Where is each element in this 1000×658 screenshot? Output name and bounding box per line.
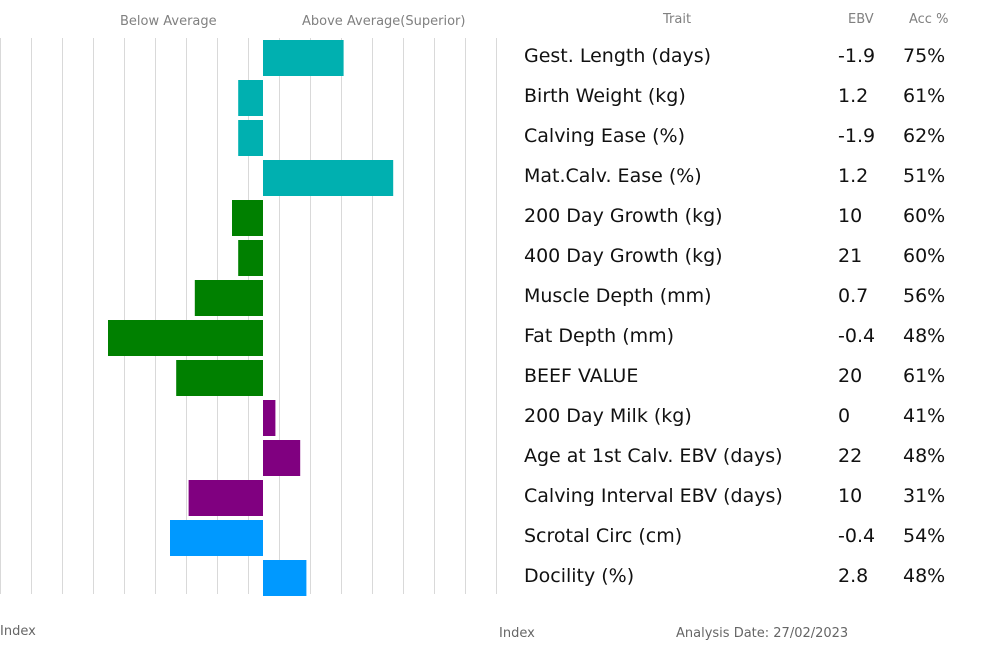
trait-row: Birth Weight (kg) 1.2 61% xyxy=(524,76,994,116)
trait-acc: 54% xyxy=(903,525,946,547)
trait-name: 200 Day Growth (kg) xyxy=(524,205,723,227)
trait-row: Mat.Calv. Ease (%) 1.2 51% xyxy=(524,156,994,196)
trait-row: Fat Depth (mm) -0.4 48% xyxy=(524,316,994,356)
trait-ebv: -1.9 xyxy=(838,45,876,67)
trait-acc: 51% xyxy=(903,165,946,187)
trait-ebv: 0.7 xyxy=(838,285,869,307)
trait-ebv: -0.4 xyxy=(838,525,876,547)
trait-acc: 60% xyxy=(903,205,946,227)
bar-1 xyxy=(263,40,344,76)
index-axis-label-left: Index xyxy=(0,624,36,639)
trait-acc: 75% xyxy=(903,45,946,67)
trait-name: 200 Day Milk (kg) xyxy=(524,405,692,427)
bar-13 xyxy=(170,520,263,556)
trait-row: Muscle Depth (mm) 0.7 56% xyxy=(524,276,994,316)
trait-row: Age at 1st Calv. EBV (days) 22 48% xyxy=(524,436,994,476)
trait-acc: 48% xyxy=(903,565,946,587)
trait-name: Calving Interval EBV (days) xyxy=(524,485,783,507)
trait-ebv: 1.2 xyxy=(838,85,869,107)
trait-name: Calving Ease (%) xyxy=(524,125,686,147)
bar-5 xyxy=(232,200,263,236)
trait-acc: 48% xyxy=(903,325,946,347)
index-axis-label-right: Index xyxy=(499,626,535,641)
trait-row: Calving Interval EBV (days) 10 31% xyxy=(524,476,994,516)
trait-name: Muscle Depth (mm) xyxy=(524,285,712,307)
trait-ebv: -1.9 xyxy=(838,125,876,147)
bar-4 xyxy=(263,160,394,196)
trait-row: Gest. Length (days) -1.9 75% xyxy=(524,36,994,76)
trait-name: Fat Depth (mm) xyxy=(524,325,675,347)
trait-ebv: 22 xyxy=(838,445,863,467)
trait-row: Calving Ease (%) -1.9 62% xyxy=(524,116,994,156)
trait-name: Gest. Length (days) xyxy=(524,45,712,67)
trait-name: 400 Day Growth (kg) xyxy=(524,245,723,267)
index-bar-chart: 708090100110120130 xyxy=(0,38,497,596)
bar-7 xyxy=(194,280,263,316)
trait-acc: 61% xyxy=(903,365,946,387)
bar-9 xyxy=(176,360,263,396)
ebv-column-header: EBV xyxy=(848,12,874,27)
trait-ebv: 1.2 xyxy=(838,165,869,187)
bar-10 xyxy=(263,400,276,436)
bar-8 xyxy=(108,320,263,356)
trait-ebv: 0 xyxy=(838,405,851,427)
bar-12 xyxy=(188,480,263,516)
acc-column-header: Acc % xyxy=(909,12,949,27)
trait-row: Scrotal Circ (cm) -0.4 54% xyxy=(524,516,994,556)
trait-row: BEEF VALUE 20 61% xyxy=(524,356,994,396)
trait-acc: 31% xyxy=(903,485,946,507)
below-average-label: Below Average xyxy=(120,14,217,29)
trait-ebv: 10 xyxy=(838,205,863,227)
trait-name: Docility (%) xyxy=(524,565,635,587)
trait-ebv: 20 xyxy=(838,365,863,387)
trait-acc: 56% xyxy=(903,285,946,307)
trait-name: Mat.Calv. Ease (%) xyxy=(524,165,702,187)
trait-name: Age at 1st Calv. EBV (days) xyxy=(524,445,783,467)
trait-ebv: 2.8 xyxy=(838,565,869,587)
bar-11 xyxy=(263,440,301,476)
bar-6 xyxy=(238,240,263,276)
trait-acc: 48% xyxy=(903,445,946,467)
trait-name: Birth Weight (kg) xyxy=(524,85,686,107)
trait-row: 200 Day Milk (kg) 0 41% xyxy=(524,396,994,436)
bar-3 xyxy=(238,120,263,156)
trait-name: BEEF VALUE xyxy=(524,365,639,387)
trait-ebv: 21 xyxy=(838,245,863,267)
trait-acc: 41% xyxy=(903,405,946,427)
bar-14 xyxy=(263,560,307,596)
trait-row: 200 Day Growth (kg) 10 60% xyxy=(524,196,994,236)
trait-ebv: -0.4 xyxy=(838,325,876,347)
analysis-date: Analysis Date: 27/02/2023 xyxy=(676,626,849,641)
trait-name: Scrotal Circ (cm) xyxy=(524,525,683,547)
trait-acc: 61% xyxy=(903,85,946,107)
trait-acc: 62% xyxy=(903,125,946,147)
above-average-label: Above Average(Superior) xyxy=(302,14,466,29)
trait-ebv: 10 xyxy=(838,485,863,507)
bar-2 xyxy=(238,80,263,116)
trait-row: Docility (%) 2.8 48% xyxy=(524,556,994,596)
trait-row: 400 Day Growth (kg) 21 60% xyxy=(524,236,994,276)
trait-column-header: Trait xyxy=(663,12,692,27)
trait-acc: 60% xyxy=(903,245,946,267)
